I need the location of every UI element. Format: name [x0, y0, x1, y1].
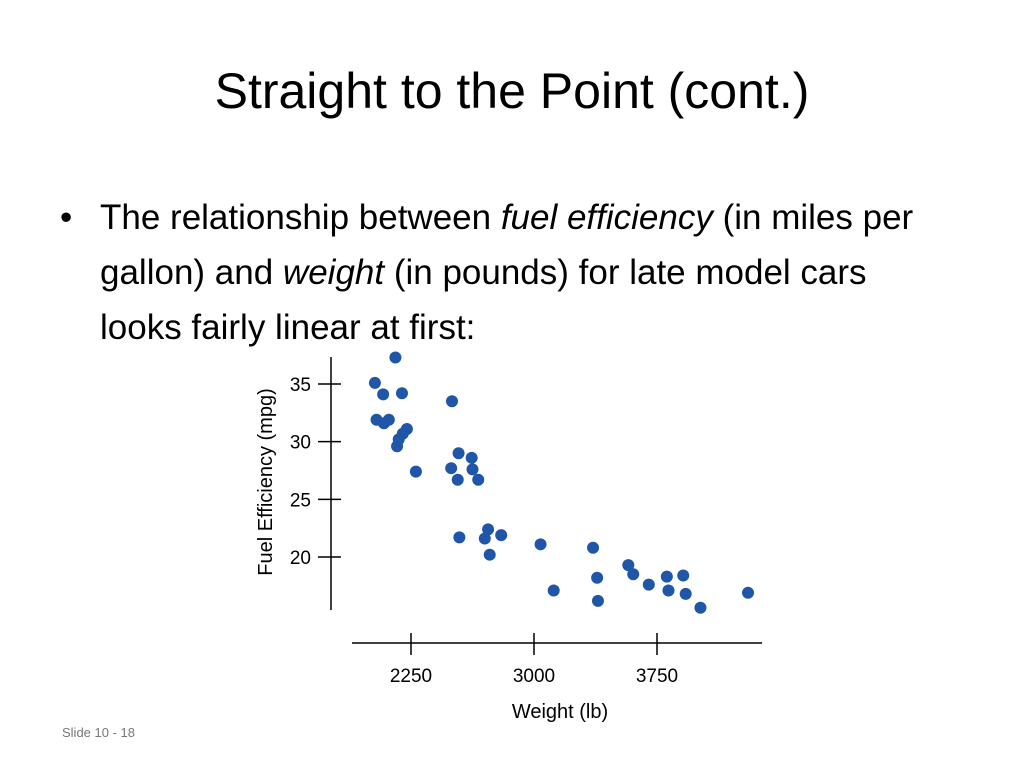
- data-point: [547, 584, 560, 597]
- chart-axes: 20 25 30 35 2250 3000 3750: [290, 357, 762, 687]
- y-tick-label: 30: [290, 433, 311, 454]
- data-point: [382, 413, 395, 426]
- slide-title: Straight to the Point (cont.): [214, 63, 810, 119]
- data-point: [587, 541, 600, 554]
- data-point: [627, 568, 640, 581]
- data-point: [660, 570, 673, 583]
- y-tick-label: 35: [290, 375, 311, 396]
- data-point: [396, 427, 409, 440]
- data-point: [495, 529, 508, 542]
- bullet-emphasis-fuel-efficiency: fuel efficiency: [500, 198, 713, 237]
- data-point: [478, 532, 491, 545]
- y-tick-label: 20: [290, 548, 311, 569]
- data-point: [472, 473, 485, 486]
- data-point: [742, 586, 755, 599]
- data-point: [591, 571, 604, 584]
- x-tick-label: 3000: [513, 666, 555, 687]
- bullet-text-part: (in pounds) for late model cars looks fa…: [100, 253, 867, 347]
- data-point: [453, 531, 466, 544]
- data-point: [446, 395, 458, 408]
- data-point: [400, 422, 413, 435]
- bullet-text-part: The relationship between: [100, 198, 501, 237]
- data-point: [370, 413, 383, 426]
- data-point: [465, 451, 478, 464]
- data-point: [368, 376, 381, 389]
- data-point: [694, 601, 707, 614]
- data-point: [395, 387, 408, 400]
- slide-footer: Slide 10 - 18: [62, 725, 135, 740]
- data-point: [409, 465, 422, 478]
- x-axis-label: Weight (lb): [512, 701, 608, 723]
- data-point: [591, 594, 604, 607]
- data-point: [451, 473, 464, 486]
- y-tick-label: 25: [290, 490, 311, 511]
- chart-points: [368, 351, 755, 614]
- data-point: [377, 417, 390, 430]
- data-point: [377, 388, 390, 401]
- data-point: [534, 538, 547, 551]
- data-point: [466, 463, 479, 476]
- data-point: [622, 559, 635, 572]
- x-tick-label: 2250: [390, 666, 432, 687]
- data-point: [483, 548, 496, 561]
- data-point: [391, 440, 404, 453]
- bullet-emphasis-weight: weight: [282, 253, 385, 292]
- data-point: [482, 523, 495, 536]
- data-point: [392, 433, 405, 446]
- x-tick-label: 3750: [636, 666, 678, 687]
- bullet-text: The relationship between fuel efficiency…: [100, 190, 940, 355]
- bullet-text-part: (in miles per gallon) and: [100, 198, 914, 292]
- y-axis-label: Fuel Efficiency (mpg): [255, 388, 277, 575]
- data-point: [452, 447, 465, 460]
- data-point: [662, 584, 675, 597]
- data-point: [642, 578, 655, 591]
- data-point: [445, 462, 458, 475]
- data-point: [679, 587, 692, 600]
- bullet-dot-icon: •: [60, 198, 73, 237]
- data-point: [677, 569, 690, 582]
